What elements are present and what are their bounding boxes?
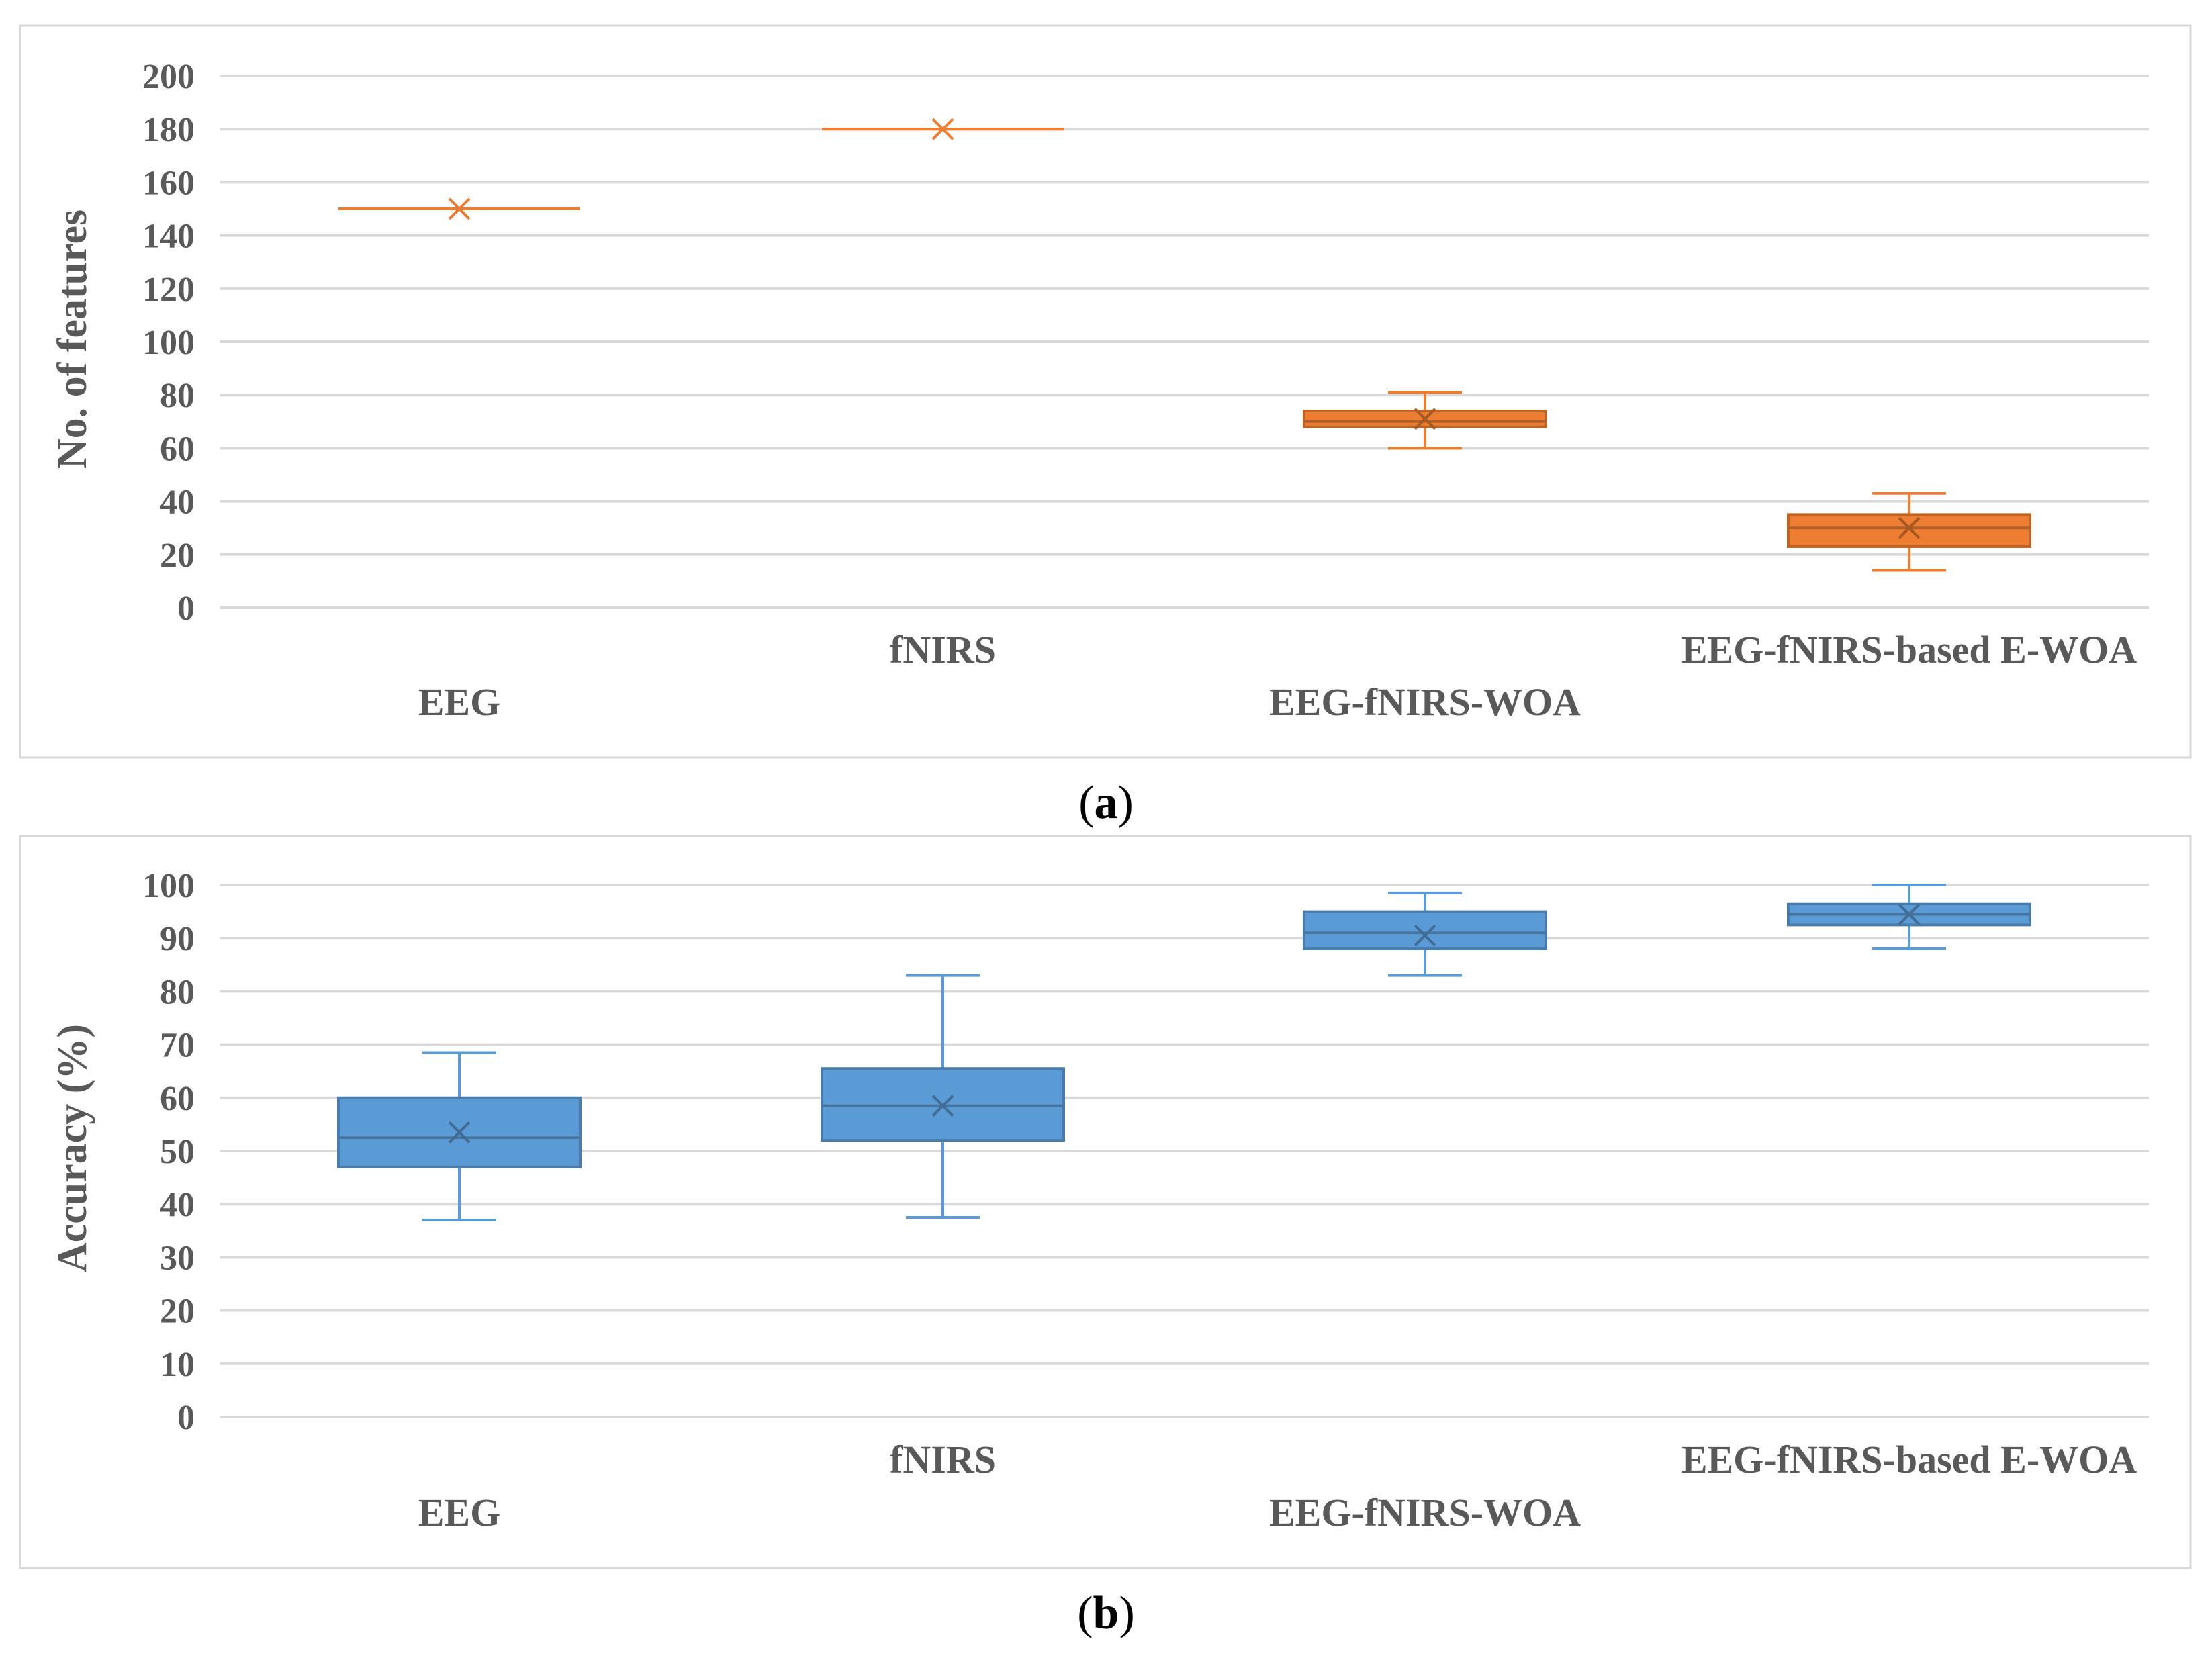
- y-tick-label: 90: [160, 920, 195, 958]
- mean-marker: [1898, 903, 1921, 925]
- box-fnirs: [822, 118, 1064, 140]
- box-eeg-fnirs-woa: [1303, 391, 1547, 450]
- category-label: EEG-fNIRS-WOA: [1269, 1491, 1581, 1534]
- caption-b-open: (: [1077, 1587, 1093, 1639]
- box-eeg-fnirs-based-e-woa: [1787, 884, 2031, 951]
- y-tick-label: 80: [160, 377, 195, 415]
- category-label: fNIRS: [890, 1438, 996, 1481]
- iqr-box-outline: [1303, 910, 1547, 951]
- y-tick-label: 40: [160, 1186, 195, 1224]
- panel-a-gridlines: [220, 75, 2149, 609]
- mean-marker: [448, 197, 471, 220]
- y-tick-label: 0: [177, 1399, 195, 1437]
- panel-b-y-tick-labels: 0 10 20 30 40 50 60 70 80 90 100: [142, 867, 195, 1437]
- mean-marker: [931, 1095, 954, 1117]
- box-eeg: [337, 1051, 582, 1221]
- chart-panel-b: 0 10 20 30 40 50 60 70 80 90 100 Accuracy (%) EEG f…: [19, 835, 2192, 1569]
- iqr-box: [1788, 514, 2030, 547]
- panel-a-y-axis-label: No. of features: [50, 210, 95, 469]
- panel-b-frame: [19, 835, 2192, 1569]
- y-tick-label: 60: [160, 430, 195, 468]
- box-eeg-fnirs-woa: [1303, 891, 1547, 977]
- panel-b-category-labels: EEG fNIRS EEG-fNIRS-WOA EEG-fNIRS-based E-W…: [418, 1438, 2137, 1534]
- category-label: fNIRS: [890, 628, 996, 672]
- y-tick-label: 0: [177, 590, 195, 628]
- y-tick-label: 80: [160, 973, 195, 1011]
- iqr-box-outline: [337, 1096, 582, 1168]
- panel-b-caption: (b): [1077, 1587, 1135, 1639]
- mean-marker-stroke-2: [931, 118, 954, 140]
- iqr-box: [1304, 911, 1546, 950]
- mean-marker-stroke-2: [448, 197, 471, 220]
- panel-a-frame: [19, 24, 2192, 759]
- y-tick-label: 70: [160, 1027, 195, 1065]
- mean-marker: [931, 118, 954, 140]
- category-label: EEG-fNIRS-based E-WOA: [1681, 628, 2137, 672]
- iqr-box-outline: [1787, 513, 2031, 548]
- mean-marker: [1414, 408, 1436, 430]
- y-tick-label: 20: [160, 1293, 195, 1331]
- panel-a-boxes: [338, 118, 2031, 572]
- mean-marker-stroke-2: [1414, 924, 1436, 947]
- box-eeg: [338, 197, 580, 220]
- panel-b-y-axis-label: Accuracy (%): [50, 1024, 95, 1272]
- y-tick-label: 10: [160, 1346, 195, 1384]
- mean-marker-stroke-2: [1414, 408, 1436, 430]
- box-fnirs: [821, 974, 1065, 1219]
- caption-a-close: ): [1118, 777, 1134, 829]
- mean-marker: [448, 1121, 471, 1144]
- caption-b-close: ): [1119, 1587, 1134, 1639]
- category-label: EEG: [418, 680, 501, 724]
- y-tick-label: 100: [142, 867, 195, 905]
- y-tick-label: 160: [142, 164, 195, 202]
- y-tick-label: 60: [160, 1080, 195, 1118]
- box-eeg-fnirs-based-e-woa: [1787, 492, 2031, 572]
- caption-b-letter: b: [1093, 1587, 1119, 1639]
- mean-marker-stroke-2: [931, 1095, 954, 1117]
- y-tick-label: 20: [160, 537, 195, 575]
- mean-marker: [1414, 924, 1436, 947]
- y-tick-label: 140: [142, 218, 195, 256]
- caption-a-open: (: [1078, 777, 1094, 829]
- y-tick-label: 40: [160, 483, 195, 522]
- y-tick-label: 30: [160, 1239, 195, 1277]
- y-tick-label: 180: [142, 111, 195, 149]
- iqr-box-outline: [1303, 409, 1547, 428]
- panel-b-boxes: [337, 884, 2031, 1221]
- mean-marker-stroke-2: [448, 1121, 471, 1144]
- y-tick-label: 50: [160, 1133, 195, 1171]
- chart-panel-a: 0 20 40 60 80 100 120 140 160 180 200 No. of featu…: [19, 24, 2192, 759]
- caption-a-letter: a: [1095, 777, 1118, 829]
- category-label: EEG: [418, 1491, 501, 1534]
- mean-marker-stroke-2: [1898, 516, 1921, 539]
- mean-marker-stroke-2: [1898, 903, 1921, 925]
- panel-a-caption: (a): [1078, 777, 1134, 829]
- y-tick-label: 120: [142, 271, 195, 309]
- y-tick-label: 200: [142, 58, 195, 96]
- panel-a-y-tick-labels: 0 20 40 60 80 100 120 140 160 180 200: [142, 58, 195, 628]
- y-tick-label: 100: [142, 324, 195, 362]
- category-label: EEG-fNIRS-based E-WOA: [1681, 1438, 2137, 1481]
- panel-a-category-labels: EEG fNIRS EEG-fNIRS-WOA EEG-fNIRS-based E-W…: [418, 628, 2137, 724]
- category-label: EEG-fNIRS-WOA: [1269, 680, 1581, 724]
- mean-marker: [1898, 516, 1921, 539]
